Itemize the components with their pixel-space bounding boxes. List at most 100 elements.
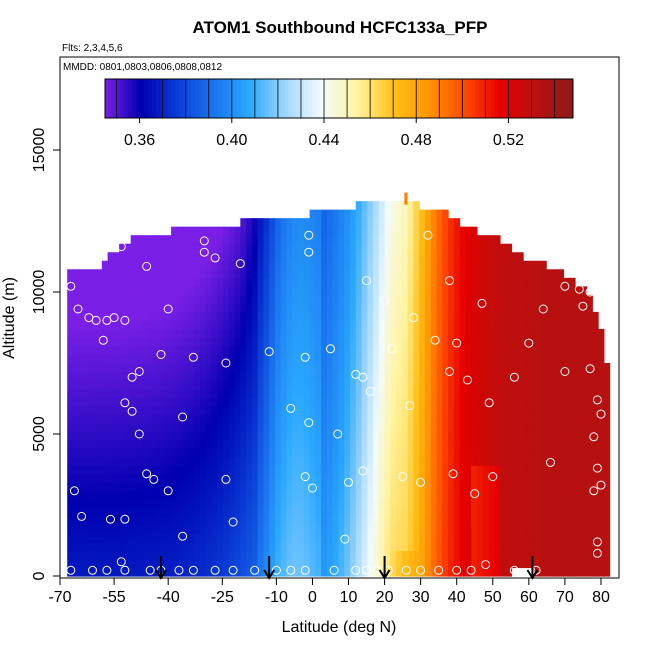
heat-cell [72, 294, 80, 304]
heat-cell [153, 260, 161, 270]
heat-cell [246, 431, 253, 441]
heat-cell [580, 303, 588, 313]
heat-cell [448, 371, 455, 381]
heat-cell [390, 294, 397, 304]
heat-cell [228, 414, 236, 424]
heat-cell [448, 388, 455, 398]
heat-cell [269, 422, 276, 432]
heat-cell [517, 252, 524, 262]
heat-cell [378, 397, 386, 407]
heat-cell [349, 294, 357, 304]
heat-cell [205, 490, 213, 500]
heat-cell [344, 414, 351, 424]
heat-cell [292, 303, 299, 313]
heat-cell [159, 294, 166, 304]
colorbar-tick-label: 0.48 [401, 132, 432, 149]
heat-cell [517, 345, 524, 356]
heat-cell [148, 286, 155, 296]
heat-cell [373, 337, 380, 347]
colorbar-cell [463, 79, 469, 118]
heat-cell [494, 320, 501, 330]
heat-cell [315, 516, 322, 526]
heat-cell [569, 465, 576, 475]
heat-cell [361, 252, 368, 262]
heat-cell [494, 354, 501, 364]
heat-cell [361, 363, 368, 373]
heat-cell [396, 363, 403, 373]
heat-cell [442, 448, 449, 458]
colorbar-cell [413, 79, 418, 118]
heat-cell [136, 294, 143, 304]
heat-cell [303, 380, 311, 390]
heat-cell [338, 260, 345, 270]
sample-point [585, 287, 595, 297]
heat-cell [159, 286, 166, 296]
heat-cell [390, 235, 397, 245]
heat-cell [315, 226, 322, 236]
heat-cell [442, 541, 449, 552]
heat-cell [263, 226, 270, 236]
heat-cell [546, 405, 553, 415]
heat-cell [205, 252, 213, 262]
heat-cell [407, 448, 415, 458]
heat-cell [476, 269, 484, 279]
heat-cell [523, 388, 530, 398]
heat-cell [142, 286, 149, 296]
heat-cell [234, 499, 241, 509]
heat-cell [603, 380, 611, 390]
sample-point [509, 372, 519, 382]
heat-cell [280, 465, 288, 475]
heat-cell [575, 550, 582, 560]
heat-cell [251, 431, 259, 441]
heat-cell [424, 337, 432, 347]
heat-cell [171, 252, 178, 262]
heat-cell [332, 345, 340, 356]
colorbar-cell [401, 79, 406, 118]
heat-cell [482, 405, 490, 415]
heat-cell [453, 286, 461, 296]
heat-cell [598, 456, 605, 466]
sample-point [142, 469, 152, 479]
heat-cell [101, 507, 109, 517]
heat-cell [424, 260, 432, 270]
heat-cell [505, 260, 513, 270]
heat-cell [390, 277, 397, 287]
sample-point [178, 412, 188, 422]
heat-cell [580, 482, 588, 492]
heat-cell [72, 507, 80, 517]
heat-cell [482, 499, 490, 509]
heat-cell [315, 337, 322, 347]
heat-cell [188, 397, 195, 407]
heat-cell [153, 380, 161, 390]
heat-cell [315, 567, 322, 577]
heat-cell [344, 550, 351, 560]
heat-cell [165, 524, 172, 534]
heat-cell [419, 490, 426, 500]
heat-cell [482, 388, 490, 398]
heat-cell [309, 303, 316, 313]
heat-cell [280, 533, 288, 543]
heat-cell [153, 550, 161, 560]
heat-cell [136, 414, 143, 424]
heat-cell [257, 422, 264, 432]
heat-cell [78, 558, 86, 569]
heat-cell [413, 218, 420, 228]
heat-cell [390, 516, 397, 526]
heat-cell [72, 524, 80, 534]
heat-cell [557, 473, 565, 483]
heat-cell [344, 490, 351, 500]
heat-cell [217, 397, 224, 407]
heat-cell [113, 405, 120, 415]
heat-cell [113, 499, 120, 509]
heat-cell [401, 456, 409, 466]
heat-cell [332, 507, 340, 517]
heat-cell [176, 490, 184, 500]
heat-cell [257, 397, 264, 407]
heat-cell [107, 431, 114, 441]
heat-cell [505, 363, 513, 373]
heat-cell [199, 380, 207, 390]
heat-cell [113, 397, 120, 407]
heat-cell [551, 363, 559, 373]
heat-cell [142, 371, 149, 381]
heat-cell [517, 499, 524, 509]
